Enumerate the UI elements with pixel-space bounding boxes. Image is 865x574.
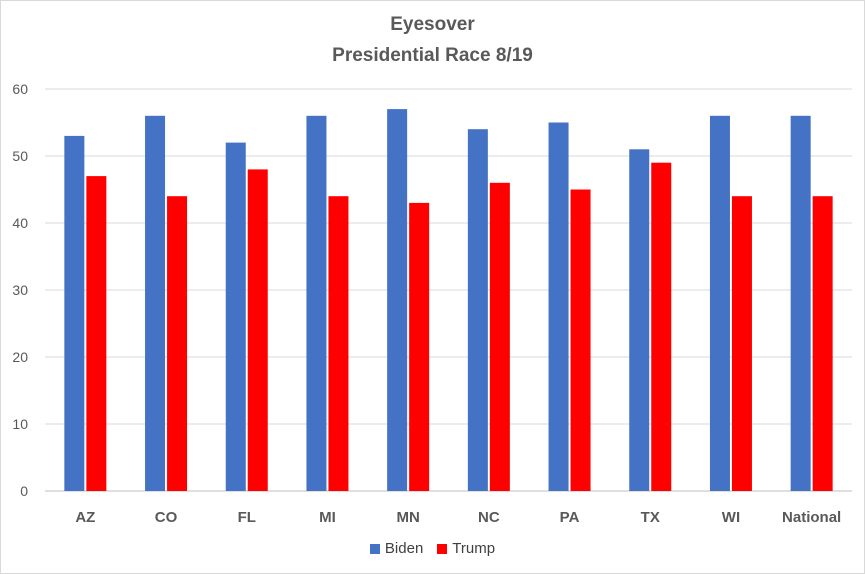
bar-trump (167, 196, 188, 491)
x-tick-label: MI (319, 509, 336, 526)
bar-trump (86, 176, 107, 491)
x-tick-label: PA (560, 509, 580, 526)
bar-biden (387, 109, 408, 491)
bar-biden (548, 122, 569, 491)
y-tick-label: 10 (12, 416, 28, 432)
chart-legend: Biden Trump (0, 540, 865, 557)
y-tick-label: 60 (12, 81, 28, 97)
y-tick-label: 50 (12, 148, 28, 164)
bar-trump (489, 182, 510, 492)
bar-trump (328, 196, 349, 491)
y-tick-label: 40 (12, 215, 28, 231)
bar-biden (306, 115, 327, 492)
legend-label-biden: Biden (384, 540, 424, 557)
bar-trump (409, 202, 430, 491)
bar-biden (145, 115, 166, 492)
bar-biden (629, 149, 650, 492)
x-tick-label: MN (396, 509, 419, 526)
y-tick-label: 30 (12, 282, 28, 298)
legend-swatch-trump (437, 543, 448, 554)
bar-trump (731, 196, 752, 491)
y-tick-label: 0 (20, 483, 28, 499)
legend-item-trump: Trump (437, 540, 495, 557)
chart-title: Eyesover (390, 14, 475, 35)
bar-biden (225, 142, 246, 491)
x-tick-label: AZ (75, 509, 95, 526)
bar-trump (570, 189, 591, 491)
bar-biden (467, 129, 488, 491)
x-tick-label: TX (641, 509, 660, 526)
bar-biden (64, 135, 85, 491)
bar-biden (790, 115, 811, 492)
legend-label-trump: Trump (452, 540, 496, 557)
x-tick-label: FL (238, 509, 256, 526)
bar-trump (651, 162, 672, 491)
x-tick-label: WI (722, 509, 740, 526)
x-tick-label: NC (478, 509, 500, 526)
bar-trump (247, 169, 268, 491)
bar-biden (709, 115, 730, 492)
legend-item-biden: Biden (369, 540, 424, 557)
bar-trump (812, 196, 833, 491)
x-tick-label: CO (155, 509, 178, 526)
legend-swatch-biden (369, 543, 380, 554)
x-tick-label: National (782, 509, 841, 526)
y-tick-label: 20 (12, 349, 28, 365)
chart-subtitle: Presidential Race 8/19 (332, 45, 533, 66)
